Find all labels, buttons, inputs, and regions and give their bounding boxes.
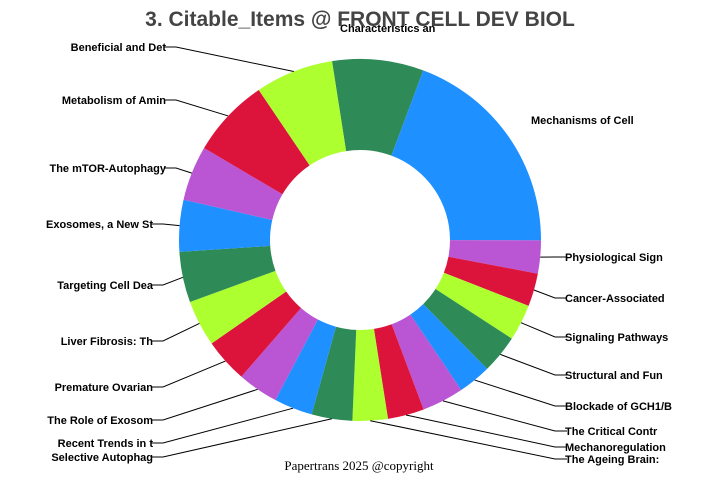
leader-line <box>151 418 332 458</box>
donut-slices <box>179 59 542 421</box>
donut-slice <box>410 304 488 391</box>
slice-label: Liver Fibrosis: Th <box>61 336 154 348</box>
slice-label: Mechanisms of Cell <box>531 115 634 127</box>
slice-label: The Critical Contr <box>565 426 658 438</box>
slice-label: Recent Trends in t <box>58 438 154 450</box>
donut-slice <box>311 326 357 421</box>
donut-slice <box>391 70 542 241</box>
copyright-footer: Papertrans 2025 @copyright <box>284 458 434 473</box>
donut-slice <box>391 314 462 410</box>
leader-line <box>474 379 567 407</box>
slice-label: The Ageing Brain: <box>565 454 659 466</box>
chart-title: 3. Citable_Items @ FRONT CELL DEV BIOL <box>145 8 575 31</box>
donut-slice <box>448 240 541 274</box>
leader-line <box>164 99 229 117</box>
donut-slice <box>183 148 283 220</box>
slice-label: Beneficial and Det <box>71 42 167 54</box>
donut-slice <box>443 256 538 306</box>
slice-label: Cancer-Associated <box>565 293 665 305</box>
donut-slice <box>423 289 512 369</box>
slice-label: Metabolism of Amin <box>62 95 166 107</box>
slice-label: The mTOR-Autophagy <box>49 163 166 175</box>
leader-line <box>164 46 294 73</box>
slice-label: Premature Ovarian <box>55 382 154 394</box>
leader-line <box>442 400 567 432</box>
slice-label: Signaling Pathways <box>565 332 668 344</box>
donut-slice <box>204 89 310 195</box>
slice-label: Exosomes, a New St <box>46 219 153 231</box>
donut-slice <box>189 270 287 344</box>
leader-line <box>164 167 192 174</box>
slice-label: The Role of Exosom <box>47 415 153 427</box>
leader-line <box>500 353 567 376</box>
slice-label: Selective Autophag <box>51 452 153 464</box>
donut-slice <box>373 324 424 419</box>
leader-line <box>151 360 226 388</box>
slice-labels: Characteristics an Mechanisms of Cell Phys… <box>46 23 672 466</box>
slice-label: Blockade of GCH1/B <box>565 401 672 413</box>
slice-label: Mechanoregulation <box>565 442 666 454</box>
slice-label: Structural and Fun <box>565 370 663 382</box>
donut-slice <box>352 328 389 421</box>
leader-line <box>151 407 294 444</box>
slice-label: Characteristics an <box>340 23 436 35</box>
leader-line <box>151 223 180 227</box>
donut-slice <box>435 272 529 339</box>
leader-line <box>151 323 200 342</box>
donut-slice <box>275 319 336 415</box>
slice-label: Physiological Sign <box>565 252 663 264</box>
donut-slice <box>331 59 424 156</box>
leader-line <box>405 414 567 448</box>
donut-slice <box>179 199 273 252</box>
leader-line <box>151 276 184 286</box>
donut-slice <box>241 307 318 400</box>
leader-line <box>520 322 567 338</box>
leader-lines <box>151 46 567 460</box>
leader-line <box>370 420 567 460</box>
leader-line <box>533 289 567 299</box>
donut-slice <box>179 245 276 303</box>
leader-line <box>151 388 258 421</box>
donut-slice <box>211 291 301 377</box>
slice-label: Targeting Cell Dea <box>57 280 154 292</box>
donut-slice <box>258 61 347 166</box>
